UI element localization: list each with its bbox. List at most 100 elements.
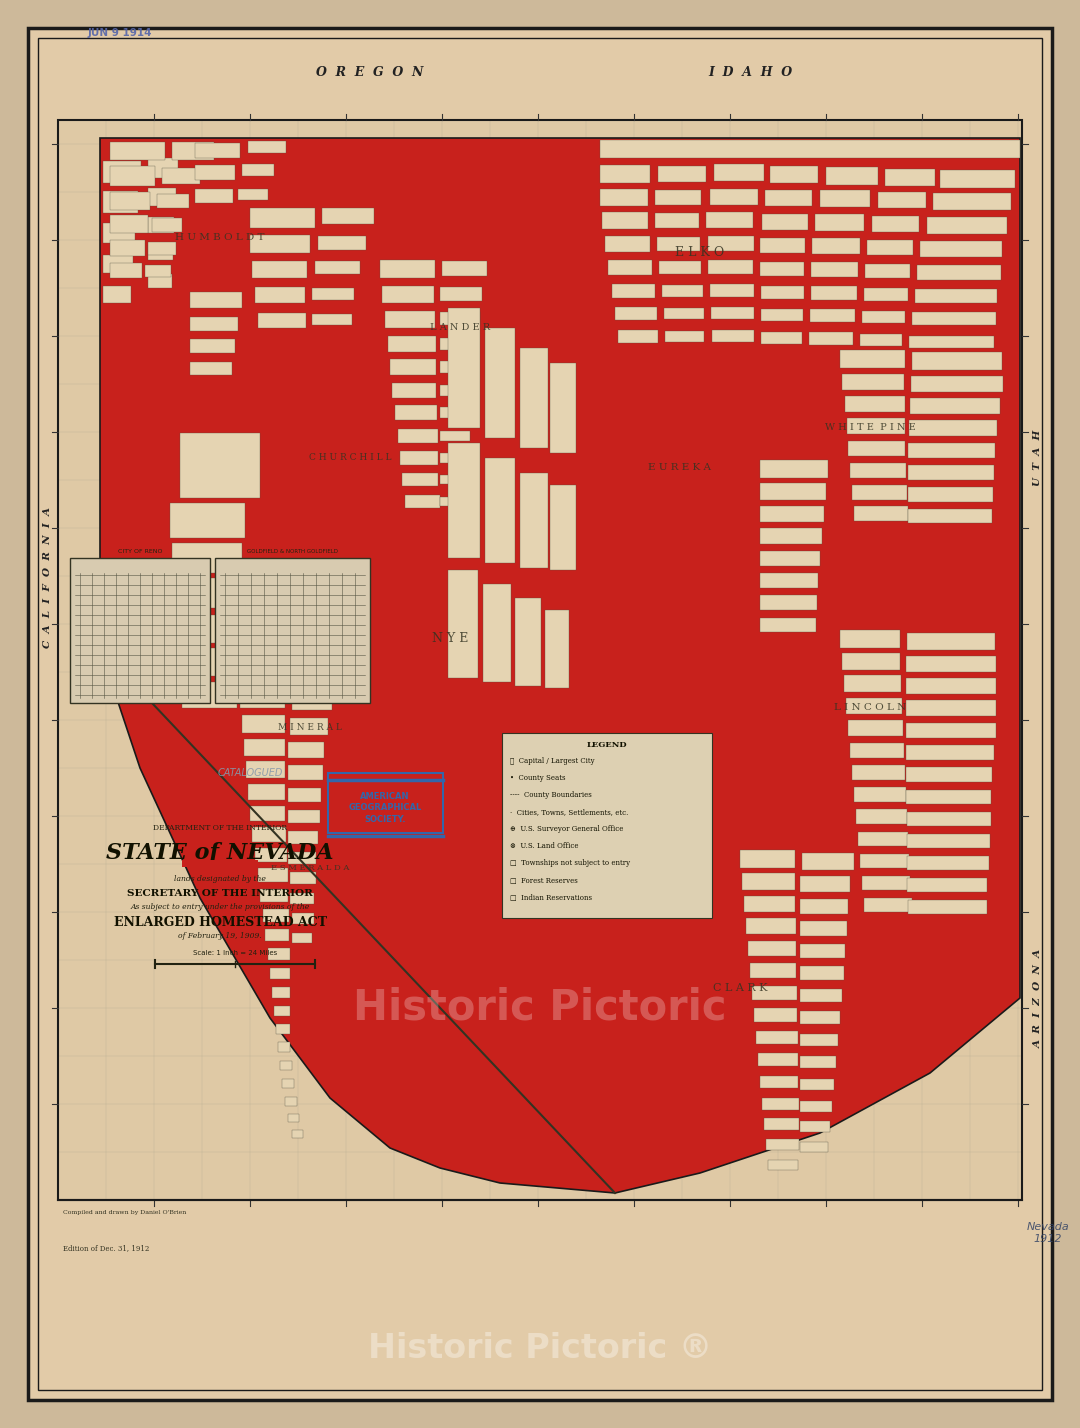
Bar (885, 169, 935, 186)
Bar (848, 441, 905, 456)
Bar (811, 261, 858, 277)
Bar (768, 1160, 798, 1170)
Bar (249, 208, 315, 228)
Bar (800, 921, 847, 935)
Text: W H I T E  P I N E: W H I T E P I N E (825, 424, 916, 433)
Bar (110, 216, 148, 233)
Bar (550, 363, 576, 453)
Text: STATE of NEVADA: STATE of NEVADA (106, 843, 334, 864)
Bar (906, 723, 996, 738)
Bar (912, 311, 996, 326)
Bar (826, 167, 878, 186)
Bar (265, 930, 289, 941)
Bar (810, 308, 855, 321)
Bar (382, 286, 434, 303)
Bar (800, 1034, 838, 1045)
Bar (842, 653, 900, 670)
Bar (440, 386, 474, 396)
Bar (292, 1130, 303, 1138)
Bar (178, 615, 238, 643)
Bar (288, 743, 324, 758)
Bar (766, 1140, 799, 1150)
Bar (148, 188, 176, 206)
Bar (392, 383, 436, 398)
Bar (110, 166, 156, 186)
Bar (58, 120, 1022, 1200)
Bar (152, 218, 183, 231)
Bar (752, 985, 797, 1000)
Bar (448, 570, 478, 678)
Bar (110, 191, 150, 210)
Bar (183, 860, 258, 867)
Bar (912, 351, 1002, 370)
Bar (906, 790, 991, 804)
Bar (384, 311, 435, 328)
Bar (268, 948, 291, 960)
Bar (288, 853, 316, 864)
Bar (906, 678, 996, 694)
Bar (865, 264, 910, 278)
Text: GOLDFIELD & NORTH GOLDFIELD: GOLDFIELD & NORTH GOLDFIELD (247, 548, 338, 554)
Bar (246, 761, 285, 778)
Bar (255, 848, 287, 863)
Bar (908, 900, 987, 914)
Bar (664, 308, 704, 318)
Text: □  Forest Reserves: □ Forest Reserves (510, 875, 578, 884)
Bar (878, 191, 926, 208)
Bar (762, 1098, 799, 1110)
Text: Historic Pictoric ®: Historic Pictoric ® (368, 1331, 712, 1365)
Bar (762, 214, 808, 230)
Bar (842, 374, 904, 390)
Text: ·  Cities, Towns, Settlements, etc.: · Cities, Towns, Settlements, etc. (510, 808, 629, 815)
Bar (215, 558, 370, 703)
Bar (448, 308, 480, 428)
Bar (750, 962, 796, 978)
Bar (255, 287, 305, 303)
Text: ★  Capital / Largest City: ★ Capital / Largest City (510, 757, 595, 765)
Bar (815, 214, 864, 231)
Bar (605, 236, 650, 251)
Text: As subject to entry under the provisions of the: As subject to entry under the provisions… (131, 902, 310, 911)
Bar (854, 787, 906, 803)
Bar (811, 286, 858, 300)
Bar (318, 236, 366, 250)
Bar (448, 443, 480, 558)
Bar (907, 855, 989, 870)
Bar (175, 578, 240, 608)
Bar (864, 898, 912, 912)
Bar (148, 274, 172, 288)
Bar (907, 633, 995, 650)
Bar (910, 398, 1000, 414)
Bar (238, 188, 268, 200)
Bar (600, 188, 648, 206)
Bar (756, 1031, 798, 1044)
Bar (402, 473, 438, 486)
Bar (252, 261, 307, 278)
Bar (760, 238, 805, 253)
Text: C  A  L  I  F  O  R  N  I  A: C A L I F O R N I A (43, 507, 53, 648)
Bar (483, 584, 511, 683)
Bar (711, 307, 754, 318)
Bar (740, 850, 795, 868)
Bar (654, 190, 701, 206)
Text: lands designated by the: lands designated by the (174, 875, 266, 883)
Bar (850, 743, 904, 758)
Bar (846, 698, 902, 714)
Text: Compiled and drawn by Daniel O'Brien: Compiled and drawn by Daniel O'Brien (63, 1210, 186, 1215)
Bar (195, 166, 235, 180)
Bar (760, 483, 826, 500)
Bar (292, 912, 314, 924)
Bar (748, 941, 796, 955)
Bar (852, 486, 907, 500)
Bar (288, 810, 320, 823)
Bar (800, 900, 848, 914)
Bar (258, 868, 288, 883)
Bar (761, 286, 804, 298)
Bar (760, 618, 816, 633)
Text: LEGEND: LEGEND (586, 741, 627, 750)
Bar (312, 288, 354, 300)
Bar (800, 1080, 834, 1090)
Text: H U M B O L D T: H U M B O L D T (175, 234, 265, 243)
Bar (260, 890, 288, 902)
Bar (110, 141, 165, 160)
